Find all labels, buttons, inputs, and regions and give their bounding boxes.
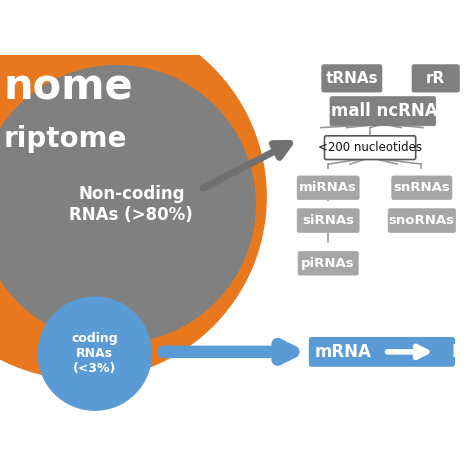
FancyBboxPatch shape <box>325 136 416 160</box>
Text: piRNAs: piRNAs <box>301 257 355 270</box>
Text: miRNAs: miRNAs <box>299 181 357 194</box>
Text: <200 nucleotides: <200 nucleotides <box>318 141 422 154</box>
FancyBboxPatch shape <box>298 251 358 275</box>
Circle shape <box>38 297 151 410</box>
FancyBboxPatch shape <box>310 337 454 366</box>
FancyBboxPatch shape <box>322 65 382 92</box>
Text: nome: nome <box>4 66 133 109</box>
Text: rR: rR <box>426 71 446 86</box>
FancyBboxPatch shape <box>330 97 436 126</box>
FancyBboxPatch shape <box>297 209 359 232</box>
Text: Non-coding
RNAs (>80%): Non-coding RNAs (>80%) <box>69 185 193 224</box>
Text: siRNAs: siRNAs <box>302 214 354 227</box>
Circle shape <box>0 15 266 379</box>
FancyBboxPatch shape <box>412 65 459 92</box>
Text: mRNA: mRNA <box>314 343 371 361</box>
Text: riptome: riptome <box>4 125 127 153</box>
Circle shape <box>0 65 255 343</box>
Text: snoRNAs: snoRNAs <box>389 214 455 227</box>
Text: coding
RNAs
(<3%): coding RNAs (<3%) <box>72 332 118 375</box>
FancyBboxPatch shape <box>297 176 359 200</box>
Text: tRNAs: tRNAs <box>326 71 378 86</box>
Text: P: P <box>452 343 464 361</box>
Text: snRNAs: snRNAs <box>393 181 450 194</box>
FancyBboxPatch shape <box>392 176 452 200</box>
FancyBboxPatch shape <box>388 209 456 232</box>
Text: Small ncRNAs: Small ncRNAs <box>319 102 447 120</box>
